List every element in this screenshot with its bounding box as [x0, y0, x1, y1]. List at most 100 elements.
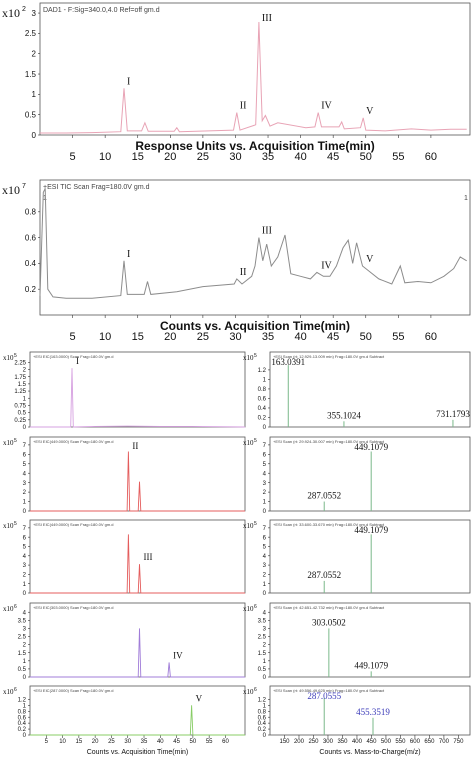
peak-label-V: V — [366, 254, 374, 265]
y-tick-label: 4 — [263, 610, 267, 616]
x-tick-label: 30 — [124, 739, 131, 745]
y-tick-label: 5 — [263, 545, 267, 551]
chart-panel-12: +ESI Scan (rt: 49.556-49.625 min) Frag=1… — [243, 685, 471, 756]
x-tick-label: 25 — [197, 331, 209, 343]
plot-frame — [269, 602, 471, 678]
x-tick-label: 450 — [366, 739, 377, 745]
y-exponent: 6 — [14, 604, 17, 610]
panel-header: DAD1 - F:Sig=340.0,4.0 Ref=off gm.d — [43, 7, 160, 14]
y-tick-label: 0.6 — [25, 233, 37, 242]
x-tick-label: 25 — [108, 739, 115, 745]
y-tick-label: 0.25 — [14, 418, 26, 424]
peak-label-III: III — [143, 552, 152, 562]
chart-panel-4: +ESI EIC(449.0000) Scan Frag=180.0V gm.d… — [3, 436, 246, 515]
x-tick-label: 50 — [360, 331, 372, 343]
y-exponent: 5 — [14, 353, 17, 359]
peak-label-IV: IV — [321, 101, 332, 112]
y-tick-label: 0.4 — [18, 721, 27, 727]
chart-panel-8: +ESI Scan (rt: 12.929-13.009 min) Frag=1… — [243, 351, 471, 431]
y-tick-label: 3 — [32, 9, 37, 18]
y-tick-label: 7 — [23, 443, 27, 449]
y-tick-label: 0 — [32, 131, 37, 140]
y-multiplier: x10 — [3, 605, 14, 613]
chart-panel-10: +ESI Scan (rt: 33.600-33.670 min) Frag=1… — [243, 519, 471, 597]
y-tick-label: 3.5 — [258, 618, 267, 624]
x-tick-label: 5 — [70, 151, 76, 163]
x-tick-label: 750 — [453, 739, 464, 745]
panel-header: +ESI EIC(303.0000) Scan Frag=180.0V gm.d — [33, 605, 114, 610]
y-tick-label: 2 — [23, 490, 27, 496]
y-tick-label: 1 — [23, 659, 27, 665]
y-tick-label: 4 — [23, 471, 27, 477]
mz-label: 303.0502 — [312, 617, 346, 627]
panel-header: +ESI TIC Scan Frag=180.0V gm.d — [43, 184, 150, 191]
y-tick-label: 2 — [23, 368, 27, 374]
x-tick-label: 55 — [206, 739, 213, 745]
y-multiplier: x10 — [243, 439, 254, 447]
y-tick-label: 1.5 — [258, 651, 267, 657]
series-line — [40, 21, 467, 134]
x-tick-label: 15 — [132, 331, 144, 343]
x-tick-label: 550 — [395, 739, 406, 745]
panel-header: +ESI EIC(449.0000) Scan Frag=180.0V gm.d — [33, 439, 114, 444]
x-tick-label: 45 — [327, 331, 339, 343]
x-axis-label: Counts vs. Mass-to-Charge(m/z) — [319, 749, 420, 756]
y-tick-label: 0.5 — [258, 667, 267, 673]
y-tick-label: 1 — [263, 378, 267, 384]
y-tick-label: 7 — [23, 526, 27, 532]
y-tick-label: 0 — [23, 675, 27, 681]
peak-label-IV: IV — [173, 650, 183, 660]
plot-frame — [29, 351, 246, 428]
y-tick-label: 6 — [263, 452, 267, 458]
mz-label: 449.1079 — [354, 660, 388, 670]
x-tick-label: 60 — [425, 331, 437, 343]
y-tick-label: 0.8 — [258, 709, 267, 715]
y-tick-label: 5 — [263, 462, 267, 468]
y-multiplier: x10 — [243, 354, 254, 362]
y-tick-label: 0 — [23, 425, 27, 431]
y-tick-label: 4 — [263, 554, 267, 560]
y-multiplier: x10 — [3, 688, 14, 696]
y-exponent: 5 — [14, 521, 17, 527]
mz-label: 287.0552 — [307, 491, 341, 501]
y-tick-label: 0.5 — [18, 667, 27, 673]
y-multiplier: x10 — [3, 522, 14, 530]
panel-header: +ESI EIC(163.0000) Scan Frag=180.0V gm.d — [33, 354, 114, 359]
series-line — [30, 705, 245, 736]
y-multiplier: x10 — [243, 605, 254, 613]
y-tick-label: 1 — [263, 582, 267, 588]
peak-label-I: I — [127, 249, 130, 260]
y-tick-label: 1.5 — [18, 382, 27, 388]
peak-label-V: V — [366, 106, 374, 117]
chart-panel-2: +ESI TIC Scan Frag=180.0V gm.d x10 7 0.2 0.4… — [2, 179, 471, 343]
y-tick-label: 0.2 — [25, 285, 37, 294]
peak-label-III: III — [262, 226, 272, 237]
y-multiplier: x10 — [3, 354, 14, 362]
chart-panel-7: +ESI EIC(287.0000) Scan Frag=180.0V gm.d… — [3, 685, 246, 756]
x-tick-label: 45 — [327, 151, 339, 163]
x-tick-label: 10 — [99, 331, 111, 343]
mz-label: 163.0391 — [271, 357, 305, 367]
y-exponent: 6 — [254, 687, 257, 693]
y-tick-label: 5 — [23, 462, 27, 468]
chart-panel-9: +ESI Scan (rt: 29.924-30.007 min) Frag=1… — [243, 436, 471, 515]
series-line — [30, 451, 245, 512]
y-tick-label: 1 — [23, 396, 27, 402]
plot-frame — [39, 179, 471, 316]
y-tick-label: 0.2 — [258, 416, 267, 422]
y-tick-label: 0 — [23, 591, 27, 597]
y-tick-label: 3 — [263, 563, 267, 569]
mz-label: 455.3519 — [356, 707, 390, 717]
y-tick-label: 0 — [263, 509, 267, 515]
peak-label-II: II — [132, 441, 138, 451]
y-tick-label: 2.5 — [25, 29, 37, 38]
y-tick-label: 2 — [23, 643, 27, 649]
y-tick-label: 2.5 — [18, 635, 27, 641]
y-multiplier: x10 — [243, 522, 254, 530]
y-exponent: 6 — [14, 687, 17, 693]
y-tick-label: 1 — [263, 500, 267, 506]
y-tick-label: 1.5 — [18, 651, 27, 657]
mz-label: 287.0555 — [307, 691, 341, 701]
